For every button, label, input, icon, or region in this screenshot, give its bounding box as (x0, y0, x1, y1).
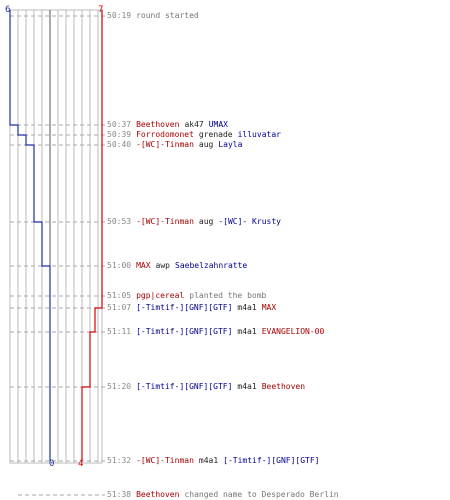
player-name: Beethoven (136, 490, 180, 499)
event-text: planted the bomb (189, 291, 267, 300)
event-text: m4a1 (198, 456, 219, 465)
event-time: 51:07 (107, 303, 132, 312)
event-time: 50:39 (107, 130, 132, 139)
event-row: 50:40 -[WC]-Tinman aug Layla (107, 140, 247, 150)
event-time: 50:37 (107, 120, 132, 129)
player-name: [-Timtif-][GNF][GTF] (223, 456, 320, 465)
event-time: 50:40 (107, 140, 132, 149)
event-time: 51:20 (107, 382, 132, 391)
event-row: 50:37 Beethoven ak47 UMAX (107, 120, 233, 130)
chart-frame (9, 9, 103, 464)
player-name: -[WC]-Tinman (136, 140, 194, 149)
player-name: illuvatar (237, 130, 281, 139)
player-name: MAX (261, 303, 277, 312)
event-row: 51:00 MAX awp Saebelzahnratte (107, 261, 252, 271)
player-name: Beethoven (261, 382, 306, 391)
event-text: aug (198, 217, 214, 226)
event-row: 51:20 [-Timtif-][GNF][GTF] m4a1 Beethoven (107, 382, 310, 392)
event-text: m4a1 (237, 327, 257, 336)
event-row: 51:05 pgp|cereal planted the bomb (107, 291, 271, 301)
player-name: UMAX (208, 120, 228, 129)
player-name: pgp|cereal (136, 291, 185, 300)
player-name: -[WC]-Tinman (136, 456, 194, 465)
event-row: 50:53 -[WC]-Tinman aug -[WC]- Krusty (107, 217, 286, 227)
blue-team-end-count: 0 (49, 459, 55, 469)
blue-team-alive-line (9, 10, 51, 461)
event-row: 51:07 [-Timtif-][GNF][GTF] m4a1 MAX (107, 303, 281, 313)
event-time: 50:19 (107, 11, 132, 20)
player-name: EVANGELION-00 (261, 327, 325, 336)
red-team-alive-line (81, 10, 103, 461)
red-team-start-count: 7 (98, 5, 104, 15)
event-row: 50:39 Forrodomonet grenade illuvatar (107, 130, 286, 140)
event-text: m4a1 (237, 303, 257, 312)
event-text: ak47 (184, 120, 204, 129)
player-name: -[WC]-Tinman (136, 217, 194, 226)
player-name: [-Timtif-][GNF][GTF] (136, 382, 233, 391)
player-name: MAX (136, 261, 151, 270)
event-text: m4a1 (237, 382, 257, 391)
event-time: 51:38 (107, 490, 132, 499)
player-name: Forrodomonet (136, 130, 194, 139)
player-name: [-Timtif-][GNF][GTF] (136, 327, 233, 336)
event-row: 51:11 [-Timtif-][GNF][GTF] m4a1 EVANGELION-… (107, 327, 329, 337)
event-row: 51:32 -[WC]-Tinman m4a1 [-Timtif-][GNF][GTF… (107, 456, 324, 466)
event-text: round started (136, 11, 199, 20)
player-name: [-Timtif-][GNF][GTF] (136, 303, 233, 312)
player-name: Layla (218, 140, 243, 149)
event-time: 51:32 (107, 456, 132, 465)
event-text: changed name to Desperado Berlin (184, 490, 339, 499)
event-time: 50:53 (107, 217, 132, 226)
event-text: grenade (198, 130, 233, 139)
event-text: awp (155, 261, 170, 270)
event-time: 51:05 (107, 291, 132, 300)
event-row: 50:19 round started (107, 11, 204, 21)
event-row: 51:38 Beethoven changed name to Desperado … (107, 490, 344, 500)
player-name: Saebelzahnratte (175, 261, 248, 270)
event-time: 51:00 (107, 261, 132, 270)
red-team-end-count: 4 (78, 459, 84, 469)
event-time: 51:11 (107, 327, 132, 336)
event-text: aug (198, 140, 214, 149)
player-name: Beethoven (136, 120, 180, 129)
player-name: -[WC]- Krusty (218, 217, 281, 226)
blue-team-start-count: 6 (5, 5, 11, 15)
